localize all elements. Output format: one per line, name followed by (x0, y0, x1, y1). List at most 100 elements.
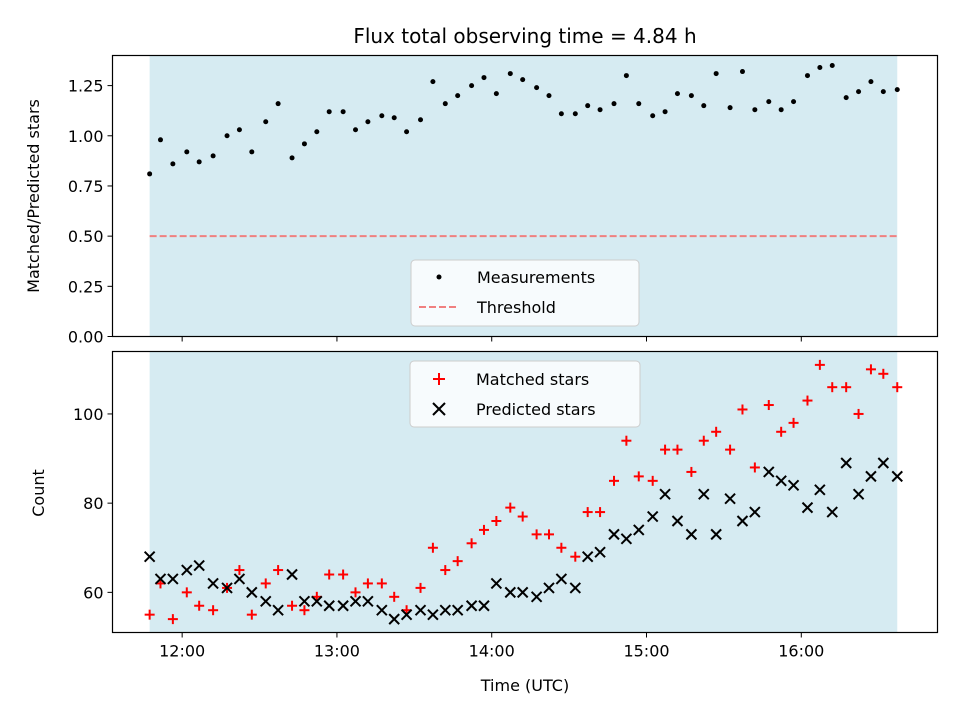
measurement-point (546, 93, 552, 99)
matched-star-point (660, 444, 671, 455)
matched-star-point (478, 524, 489, 535)
matched-star-point (466, 538, 477, 549)
matched-star-point (647, 475, 658, 486)
predicted-star-point (594, 546, 606, 558)
measurement-point (289, 155, 295, 161)
bottom-x-ticks: 12:00 13:00 14:00 15:00 16:00 (159, 632, 824, 661)
matched-star-point (543, 529, 554, 540)
predicted-star-point (671, 515, 684, 527)
matched-star-point (362, 578, 373, 589)
measurement-point (340, 109, 346, 115)
matched-star-point (763, 400, 774, 411)
measurement-point (493, 91, 499, 97)
matched-star-point (260, 578, 271, 589)
predicted-star-point (427, 608, 439, 621)
matched-star-point (776, 426, 787, 437)
matched-star-point (633, 471, 644, 482)
measurement-point (353, 127, 359, 133)
predicted-star-point (490, 577, 503, 590)
matched-star-point (181, 587, 192, 598)
top-y-tick-label: 0.75 (68, 177, 104, 196)
predicted-star-point (698, 488, 710, 500)
matched-star-point (609, 475, 620, 486)
matched-star-point (505, 502, 516, 513)
predicted-star-point (801, 501, 814, 514)
measurement-point (701, 103, 707, 109)
measurement-point (326, 109, 332, 115)
matched-star-point (440, 565, 451, 576)
predicted-star-point (246, 586, 258, 599)
measurement-point (275, 101, 281, 107)
predicted-star-point (569, 582, 582, 594)
matched-star-point (246, 609, 257, 620)
measurement-point (688, 93, 694, 99)
matched-star-point (621, 435, 632, 446)
predicted-star-point (877, 457, 890, 469)
predicted-star-point (465, 600, 478, 612)
predicted-star-point (865, 470, 877, 483)
bottom-y-tick-label: 100 (73, 405, 104, 424)
matched-star-point (737, 404, 748, 415)
predicted-star-point (286, 568, 298, 581)
measurement-point (314, 129, 320, 135)
top-y-tick-label: 1.00 (68, 127, 104, 146)
top-marks (147, 63, 900, 238)
bottom-legend: Matched stars Predicted stars (409, 360, 641, 428)
top-y-tick-label: 0.50 (68, 227, 104, 246)
matched-star-point (491, 515, 502, 526)
legend-label-predicted: Predicted stars (476, 400, 596, 419)
matched-star-point (452, 556, 463, 567)
measurement-point (778, 107, 784, 113)
predicted-star-point (400, 608, 413, 621)
measurement-point (404, 129, 410, 135)
predicted-star-point (724, 492, 736, 505)
matched-star-point (324, 569, 335, 580)
matched-star-point (299, 605, 310, 616)
predicted-star-point (826, 506, 838, 518)
legend-marker-matched (433, 373, 445, 385)
predicted-star-point (710, 528, 722, 541)
measurement-point (249, 149, 255, 155)
predicted-star-point (608, 528, 620, 541)
predicted-star-point (193, 559, 205, 572)
matched-star-point (672, 444, 683, 455)
predicted-star-point (581, 550, 594, 563)
matched-star-point (531, 529, 542, 540)
matched-star-point (814, 359, 825, 370)
matched-star-point (865, 364, 876, 375)
predicted-star-point (633, 524, 645, 536)
measurement-point (534, 85, 540, 91)
predicted-star-point (414, 604, 427, 616)
measurement-point (157, 137, 163, 143)
legend-label-threshold: Threshold (476, 298, 556, 317)
predicted-star-point (620, 533, 633, 545)
top-y-tick-label: 1.25 (68, 77, 104, 96)
matched-star-point (350, 587, 361, 598)
measurement-point (147, 171, 153, 177)
legend-label-matched: Matched stars (476, 370, 589, 389)
matched-star-point (234, 565, 245, 576)
top-axes-frame (111, 54, 939, 338)
predicted-star-point (337, 600, 349, 612)
measurement-point (611, 101, 617, 107)
measurement-point (430, 79, 436, 85)
measurement-point (752, 107, 758, 113)
measurement-point (418, 117, 424, 123)
measurement-point (804, 73, 810, 79)
predicted-star-point (504, 586, 517, 599)
matched-star-point (827, 382, 838, 393)
measurement-point (636, 101, 642, 107)
measurement-point (236, 127, 242, 133)
top-legend-box (410, 259, 640, 327)
predicted-star-point (763, 466, 775, 478)
bottom-x-tick-label: 14:00 (469, 642, 515, 661)
measurement-point (894, 87, 900, 93)
matched-star-point (892, 382, 903, 393)
matched-star-point (389, 591, 400, 602)
measurement-point (739, 69, 745, 75)
matched-star-point (749, 462, 760, 473)
matched-star-point (711, 426, 722, 437)
legend-marker-predicted (432, 402, 446, 416)
bottom-x-axis-label: Time (UTC) (480, 676, 569, 695)
matched-star-point (287, 600, 298, 611)
